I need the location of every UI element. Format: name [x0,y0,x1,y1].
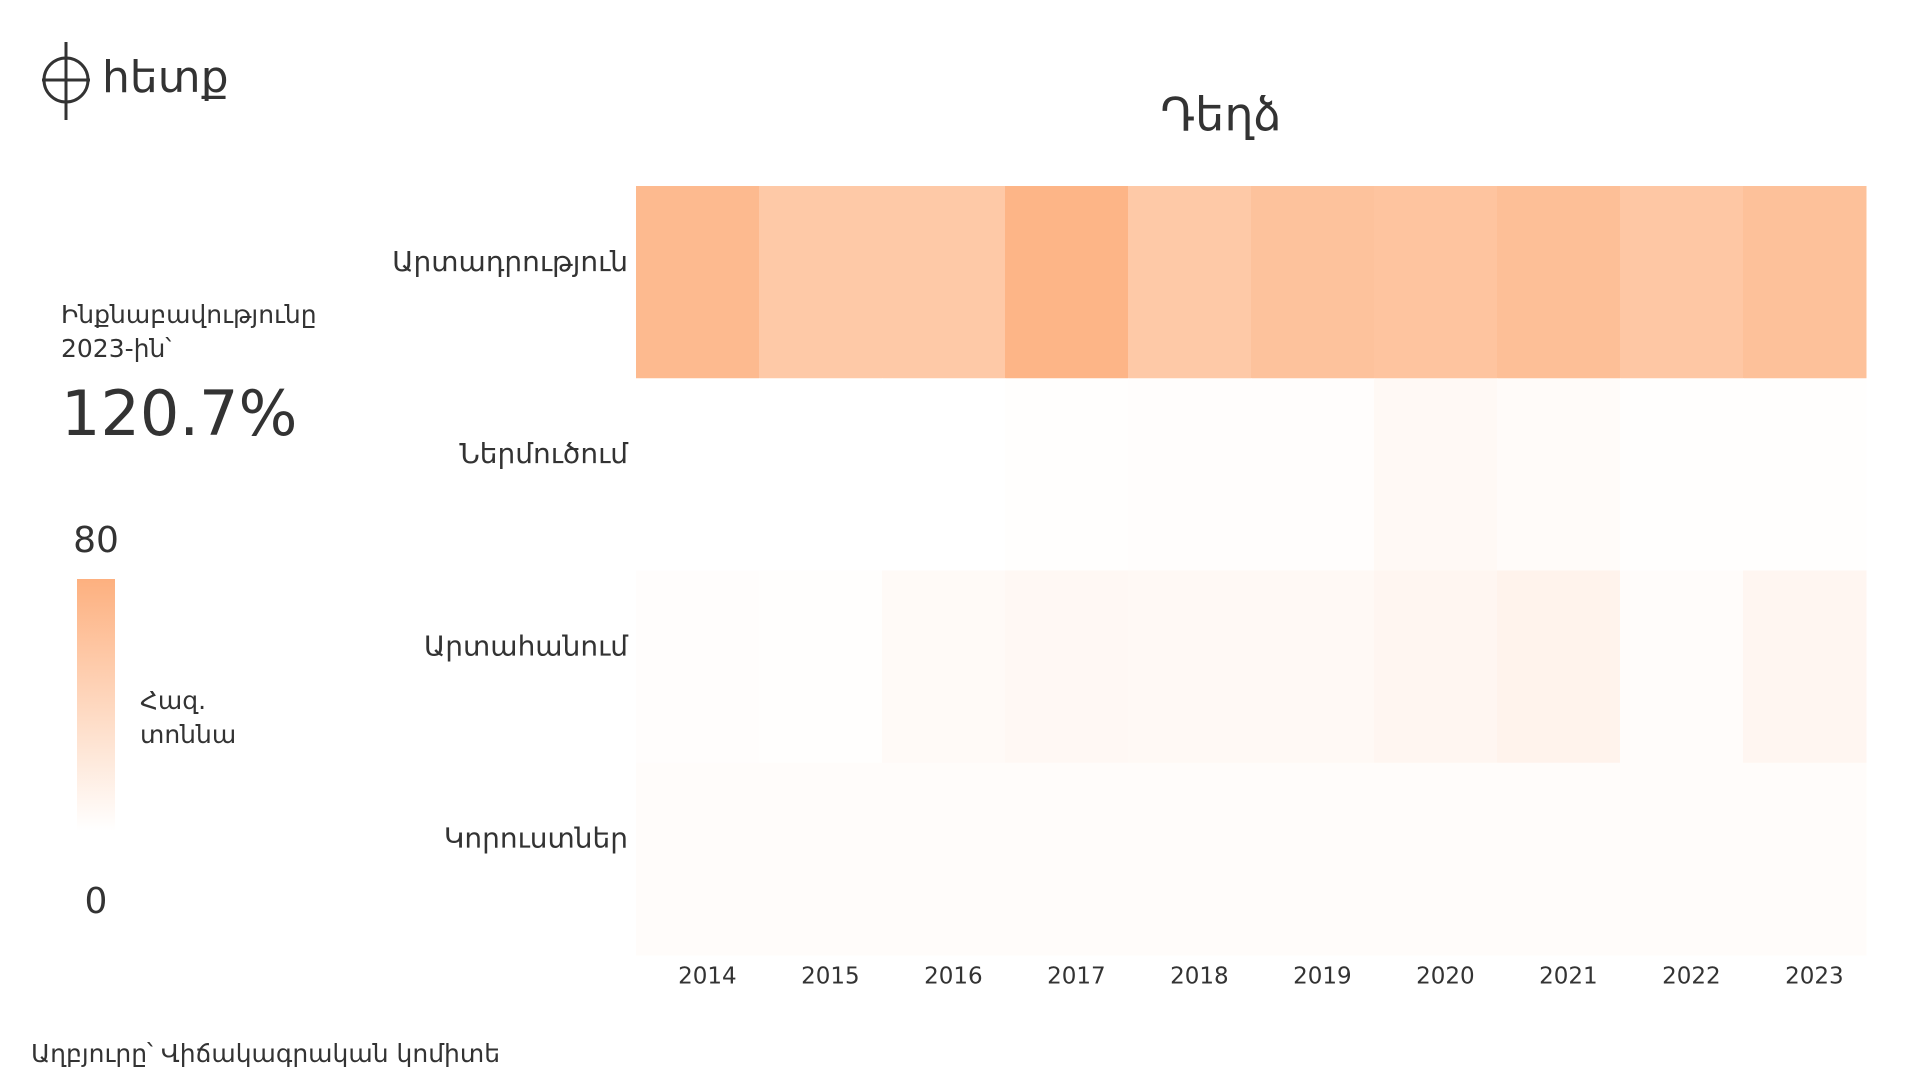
colorbar [77,579,115,831]
colorbar-tick-label: 0 [85,881,108,922]
x-tick-label: 2016 [924,964,983,990]
row-label: Արտահանում [424,629,629,662]
heat-cell [882,762,1006,956]
heat-cell [1005,762,1129,956]
heat-cell [759,570,883,764]
heat-cell [1497,762,1621,956]
heat-cell [636,570,760,764]
heat-cell [1005,378,1129,571]
x-tick-label: 2022 [1662,964,1721,990]
heat-cell [1620,186,1744,379]
logo-text: հետք [102,52,229,103]
logo [42,42,90,120]
heat-cell [1128,378,1252,571]
heat-cell [1005,186,1129,379]
heat-cell [759,186,883,379]
heat-cell [1251,186,1375,379]
heat-cell [636,186,760,379]
colorbar-label: Հազ. տոննա [140,686,236,749]
heat-cell [1743,186,1867,379]
heat-cell [882,570,1006,764]
heat-cell [1251,570,1375,764]
heat-cell [1620,570,1744,764]
x-tick-label: 2021 [1539,964,1598,990]
heat-cell [1743,378,1867,571]
colorbar-tick-label: 80 [73,520,119,561]
x-tick-label: 2015 [801,964,860,990]
heat-cell [1743,762,1867,956]
heat-cell [1128,762,1252,956]
heat-cell [1251,378,1375,571]
heat-cell [1128,186,1252,379]
heat-cell [1374,186,1498,379]
x-tick-label: 2018 [1170,964,1229,990]
heat-cell [1251,762,1375,956]
heat-cell [1374,378,1498,571]
heat-cell [1620,762,1744,956]
heat-cell [1005,570,1129,764]
row-label: Ներմուծում [459,437,629,470]
x-tick-label: 2020 [1416,964,1475,990]
row-label: Կորուստներ [444,822,628,855]
heat-cell [636,762,760,956]
kpi-value: 120.7% [61,377,297,450]
chart-title: Դեղձ [1161,88,1282,142]
heat-cell [1497,570,1621,764]
heat-cell [1374,570,1498,764]
x-tick-label: 2023 [1785,964,1844,990]
heat-cell [1497,186,1621,379]
heat-cell [1374,762,1498,956]
source: Աղբյուրը՝ Վիճակագրական կոմիտե [31,1039,500,1068]
heat-cell [1620,378,1744,571]
x-tick-label: 2017 [1047,964,1106,990]
kpi-label: Ինքնաբավությունը 2023-ին՝ [61,300,325,363]
x-tick-label: 2019 [1293,964,1352,990]
heat-cell [759,378,883,571]
heat-cell [1128,570,1252,764]
heat-cell [636,378,760,571]
x-tick-label: 2014 [678,964,737,990]
heat-cell [882,378,1006,571]
heat-cell [1497,378,1621,571]
row-label: Արտադրություն [392,245,628,278]
heat-cell [1743,570,1867,764]
heat-cell [882,186,1006,379]
heat-cell [759,762,883,956]
